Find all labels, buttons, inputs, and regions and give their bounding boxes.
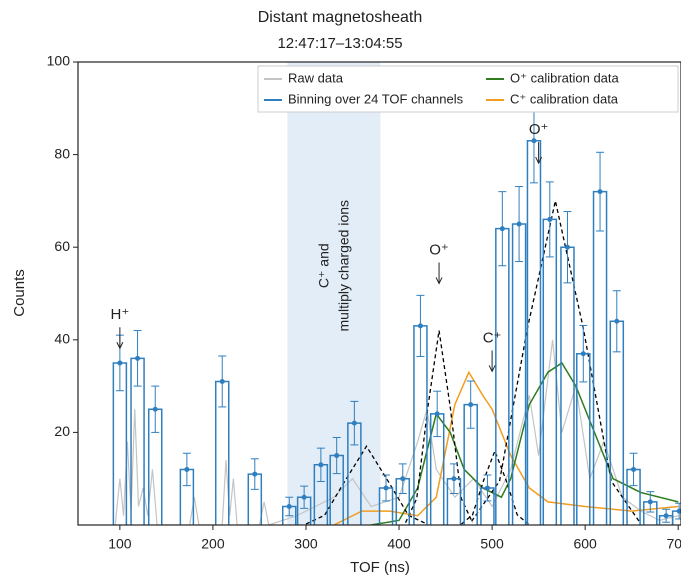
legend-box	[257, 65, 679, 113]
bin-point	[547, 216, 553, 222]
y-tick-label: 40	[54, 331, 70, 347]
bin-point	[531, 138, 537, 144]
annotation-arrowhead	[435, 277, 443, 285]
legend-label: C⁺ calibration data	[510, 91, 619, 106]
histogram-bin	[592, 190, 608, 525]
legend-label: Binning over 24 TOF channels	[288, 91, 464, 106]
bin-point	[400, 476, 406, 482]
bin-point	[383, 485, 389, 491]
bin-point	[318, 462, 324, 468]
model-curve	[460, 449, 529, 525]
y-tick-label: 100	[47, 53, 71, 69]
c-calibration-line	[333, 370, 679, 525]
x-axis-label: TOF (ns)	[350, 559, 410, 576]
annotation-arrowhead	[535, 156, 543, 165]
histogram-bin	[560, 246, 575, 525]
y-tick-label: 20	[54, 423, 70, 439]
bin-point	[614, 318, 620, 324]
bin-point	[434, 411, 440, 417]
annotation: H⁺	[111, 306, 130, 323]
bin-point	[580, 351, 586, 357]
legend: Raw data Binning over 24 TOF channels O⁺ c…	[257, 65, 679, 113]
bin-point	[417, 323, 423, 329]
plot-area	[112, 98, 681, 525]
y-tick-label: 60	[54, 238, 70, 254]
bin-point	[631, 466, 637, 472]
x-tick-label: 600	[573, 536, 597, 552]
annotation-arrowhead	[116, 342, 124, 350]
x-tick-label: 500	[480, 536, 504, 552]
bin-point	[152, 406, 158, 412]
raw-data-line	[114, 339, 679, 525]
bin-point	[499, 226, 505, 232]
bin-point	[516, 221, 522, 227]
bin-point	[647, 499, 653, 505]
bin-point	[564, 244, 570, 250]
bin-point	[301, 494, 307, 500]
x-tick-label: 300	[294, 536, 318, 552]
histogram-bin	[526, 139, 542, 525]
bin-point	[334, 453, 340, 459]
chart-subtitle: 12:47:17–13:04:55	[277, 35, 402, 52]
region-label: C⁺ and	[316, 243, 332, 288]
bin-point	[252, 471, 258, 477]
x-tick-label: 100	[108, 536, 132, 552]
bin-point	[117, 360, 123, 366]
model-curve	[404, 330, 474, 523]
histogram-bin	[495, 227, 510, 525]
bin-point	[135, 355, 141, 361]
x-tick-label: 200	[201, 536, 225, 552]
bin-point	[184, 466, 190, 472]
y-axis-label: Counts	[11, 269, 28, 317]
legend-label: Raw data	[288, 70, 344, 85]
x-tick-label: 400	[387, 536, 411, 552]
model-curve	[471, 200, 640, 522]
legend-label: O⁺ calibration data	[510, 70, 620, 85]
bin-point	[676, 508, 681, 514]
model-curve	[305, 445, 428, 525]
bin-point	[597, 189, 603, 195]
bin-point	[219, 378, 225, 384]
bin-point	[663, 513, 669, 519]
y-tick-label: 80	[54, 145, 70, 161]
bin-point	[484, 485, 490, 491]
annotation: C⁺	[483, 329, 502, 346]
annotation-arrowhead	[488, 365, 496, 373]
chart-title: Distant magnetosheath	[258, 9, 423, 26]
bin-point	[351, 420, 357, 426]
region-label: multiply charged ions	[336, 200, 352, 332]
annotation: O⁺	[429, 241, 449, 258]
histogram-bin	[542, 218, 558, 525]
annotation: O⁺	[529, 121, 549, 138]
bin-point	[468, 402, 474, 408]
bin-point	[286, 503, 292, 509]
x-tick-label: 700	[667, 536, 681, 552]
bin-point	[451, 476, 457, 482]
plot-frame	[77, 61, 681, 526]
